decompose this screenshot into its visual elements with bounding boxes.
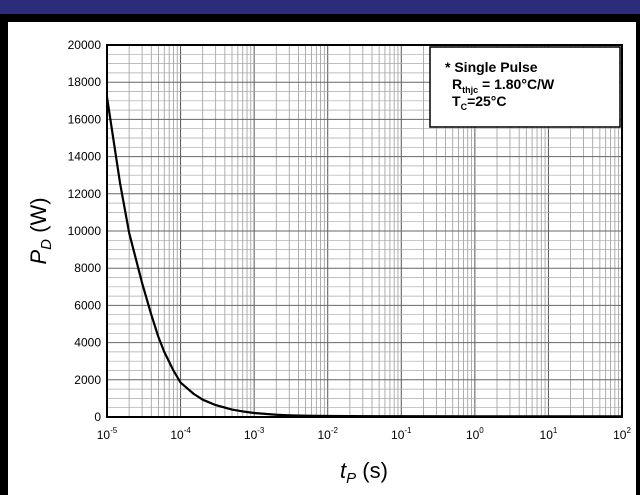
x-tick-labels: 10-5 10-4 10-3 10-2 10-1 100 101 102	[97, 426, 632, 442]
y-tick-label: 10000	[68, 224, 102, 238]
y-tick-label: 6000	[74, 298, 101, 312]
x-tick-label: 10-4	[170, 426, 191, 442]
y-tick-label: 2000	[74, 373, 101, 387]
legend-box: * Single Pulse Rthjc = 1.80°C/W TC=25°C	[429, 46, 621, 128]
y-tick-label: 18000	[68, 75, 102, 89]
grid-lines	[106, 44, 622, 418]
y-tick-label: 20000	[68, 38, 102, 52]
y-axis-title: PD (W)	[26, 197, 55, 264]
y-tick-label: 12000	[68, 187, 102, 201]
legend-line-3: TC=25°C	[452, 93, 507, 112]
x-tick-label: 10-3	[244, 426, 265, 442]
series-group	[105, 96, 623, 418]
legend-line-2: Rthjc = 1.80°C/W	[452, 76, 555, 95]
x-tick-label: 100	[466, 426, 484, 442]
y-tick-labels: 0 2000 4000 6000 8000 10000 12000 14000 16000 180…	[68, 38, 102, 424]
x-tick-label: 102	[613, 426, 631, 442]
y-tick-label: 4000	[74, 336, 101, 350]
series-line-0	[105, 96, 623, 418]
x-tick-label: 10-5	[97, 426, 118, 442]
x-tick-label: 10-2	[317, 426, 338, 442]
y-tick-label: 0	[94, 410, 101, 424]
top-band	[0, 0, 640, 14]
x-tick-label: 101	[540, 426, 558, 442]
y-tick-label: 16000	[68, 112, 102, 126]
legend-line-1: * Single Pulse	[445, 59, 538, 75]
y-tick-label: 8000	[74, 261, 101, 275]
y-tick-label: 14000	[68, 150, 102, 164]
x-tick-label: 10-1	[391, 426, 412, 442]
legend-border	[429, 46, 621, 128]
x-axis-title: tP (s)	[340, 458, 388, 487]
